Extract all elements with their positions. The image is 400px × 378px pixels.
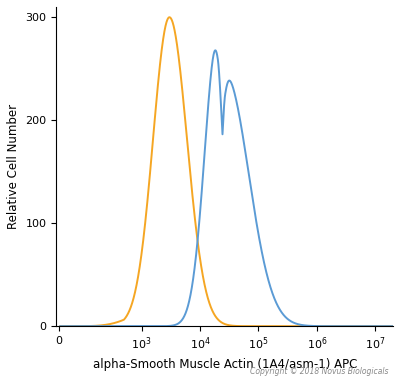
Y-axis label: Relative Cell Number: Relative Cell Number: [7, 104, 20, 229]
X-axis label: alpha-Smooth Muscle Actin (1A4/asm-1) APC: alpha-Smooth Muscle Actin (1A4/asm-1) AP…: [92, 358, 357, 371]
Text: Copyright © 2018 Novus Biologicals: Copyright © 2018 Novus Biologicals: [250, 367, 388, 376]
